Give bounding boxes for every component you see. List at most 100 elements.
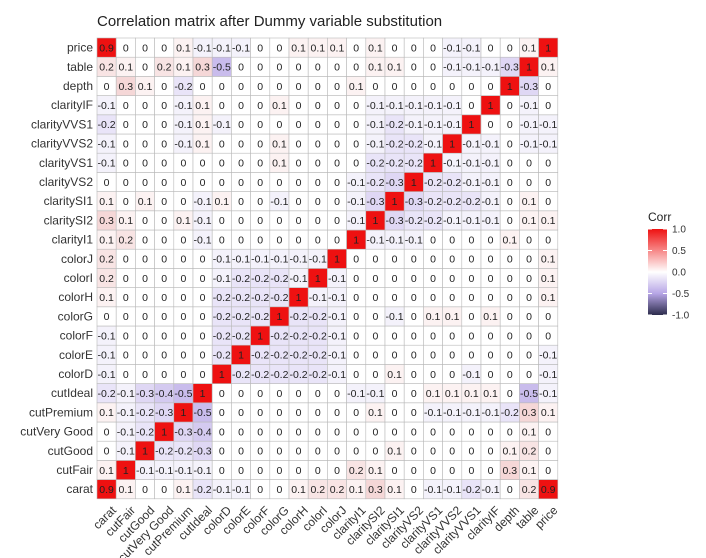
heatmap-cell-label: 0 [257,446,263,458]
heatmap-cell-label: 0.1 [445,388,460,400]
heatmap-cell-label: 0 [238,234,244,246]
heatmap-cell-label: 0 [257,426,263,438]
y-axis-label: clarityVS2 [39,175,93,189]
heatmap-cell-label: 0 [411,446,417,458]
legend-tick-label: 0.0 [672,268,686,279]
heatmap-cell-label: 0 [334,196,340,208]
heatmap-cell-label: -0.1 [194,234,212,246]
heatmap-cell-label: -0.1 [366,138,384,150]
y-axis-label: cutVery Good [20,425,93,439]
y-axis-label: depth [63,79,93,93]
heatmap-cell-label: 0 [488,369,494,381]
heatmap-cell-label: -0.1 [520,100,538,112]
heatmap-cell-label: 0 [296,407,302,419]
heatmap-cell-label: 0 [411,292,417,304]
heatmap-cell-label: -0.1 [462,177,480,189]
heatmap-cell-label: 0 [526,254,532,266]
heatmap-cell-label: 0 [545,100,551,112]
heatmap-cell-label: 0 [392,81,398,93]
heatmap-cell-label: 0 [238,407,244,419]
legend-ticks: 1.0 0.5 0.0 -0.5 -1.0 [648,225,690,322]
heatmap-cell-label: 1 [526,62,532,74]
heatmap-cell-label: -0.1 [194,196,212,208]
heatmap-cell-label: 0 [468,465,474,477]
heatmap-cell-label: 0 [449,292,455,304]
y-axis-label: clarityVVS1 [31,117,93,131]
heatmap-cell-label: 1 [507,81,513,93]
heatmap-cell-label: 0 [296,446,302,458]
legend-title: Corr [648,210,671,224]
heatmap-cell-label: 0 [296,215,302,227]
heatmap-cell-label: 0 [545,81,551,93]
y-axis-label: cutGood [48,444,93,458]
heatmap-cell-label: 0.1 [522,215,537,227]
heatmap-cell-label: 0 [334,446,340,458]
heatmap-cell-label: 0 [507,292,513,304]
heatmap-cell-label: 0 [180,234,186,246]
heatmap-cell-label: 0 [372,369,378,381]
heatmap-cell-label: 0 [334,407,340,419]
heatmap-cell-label: 0 [276,177,282,189]
heatmap-cell-label: -0.2 [405,215,423,227]
heatmap-cell-label: 0.9 [99,484,114,496]
heatmap-cell-label: -0.3 [155,407,173,419]
chart-title: Correlation matrix after Dummy variable … [97,13,442,30]
heatmap-cell-label: -0.2 [309,369,327,381]
heatmap-cell-label: 0.1 [176,62,191,74]
heatmap-cell-label: 0 [315,446,321,458]
heatmap-cell-label: 0 [123,100,129,112]
heatmap-cell-label: 0 [296,465,302,477]
heatmap-cell-label: 0 [468,446,474,458]
heatmap-cell-label: 0 [488,426,494,438]
heatmap-cell-label: -0.1 [309,254,327,266]
heatmap-cell-label: 0 [315,81,321,93]
heatmap-cell-label: -0.1 [155,465,173,477]
heatmap-cell-label: 0 [123,273,129,285]
heatmap-cell-label: 1 [161,426,167,438]
heatmap-cell-label: -0.1 [174,465,192,477]
heatmap-cell-label: -0.2 [405,158,423,170]
heatmap-cell-label: 0.1 [272,138,287,150]
heatmap-cell-label: 0 [161,215,167,227]
heatmap-cell-label: 0 [161,196,167,208]
heatmap-cell-label: 0 [430,234,436,246]
heatmap-cell-label: -0.3 [136,388,154,400]
heatmap-cell-label: 0 [411,330,417,342]
heatmap-cell-label: 1 [392,196,398,208]
heatmap-cell-label: -0.1 [328,273,346,285]
heatmap-cell-label: 0.2 [99,254,114,266]
heatmap-cell-label: 0.1 [176,484,191,496]
heatmap-cell-label: 0.9 [541,484,556,496]
heatmap-cell-label: 0 [296,234,302,246]
heatmap-cell-label: 0.1 [541,62,556,74]
heatmap-cell-label: 0.1 [522,42,537,54]
heatmap-cell-label: 0 [334,177,340,189]
heatmap-cell-label: 0 [488,81,494,93]
heatmap-cell-label: 0 [526,177,532,189]
heatmap-cell-label: 0 [545,177,551,189]
heatmap-cell-label: -0.1 [290,254,308,266]
heatmap-cell-label: 0 [353,407,359,419]
heatmap-cell-label: 0 [545,426,551,438]
heatmap-cell-label: 0.1 [99,234,114,246]
heatmap-cell-label: 0 [180,254,186,266]
heatmap-cell-label: 0 [468,81,474,93]
heatmap-cell-label: -0.2 [424,215,442,227]
heatmap-cell-label: 0.1 [99,196,114,208]
heatmap-cell-label: 1 [353,234,359,246]
legend-tick-label: 0.5 [672,246,686,257]
heatmap-cell-label: -0.1 [443,407,461,419]
heatmap-cell-label: 0 [392,388,398,400]
heatmap-cell-label: 0 [411,369,417,381]
y-axis-label: colorF [60,329,93,343]
y-axis-label: colorH [58,290,93,304]
heatmap-cell-label: 0.1 [541,407,556,419]
heatmap-cell-label: 0 [238,62,244,74]
heatmap-cell-label: 0 [526,234,532,246]
y-axis-label: clarityIF [51,98,93,112]
heatmap-cell-label: 0 [507,100,513,112]
heatmap-cell-label: 0 [545,234,551,246]
heatmap-cell-label: 0 [219,100,225,112]
heatmap-cell-label: 0 [123,196,129,208]
heatmap-cell-label: -0.2 [213,330,231,342]
